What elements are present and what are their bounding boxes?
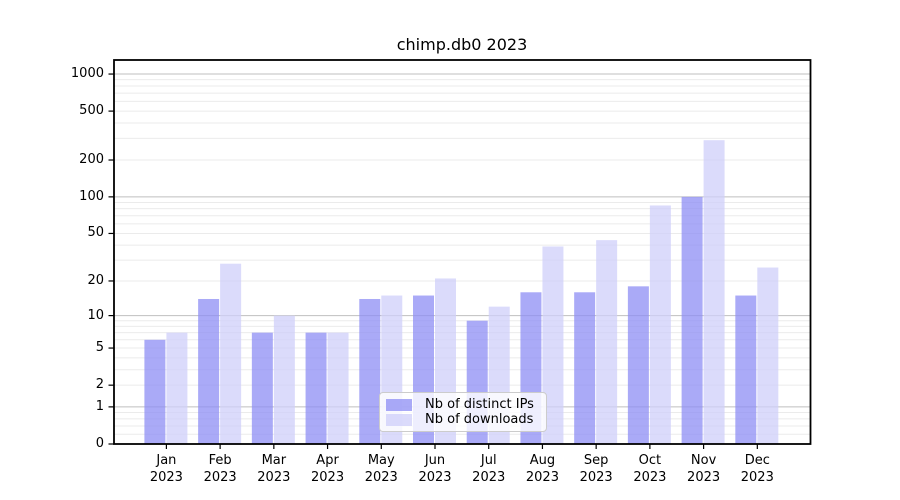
x-tick-label: Jan 2023	[136, 452, 196, 486]
x-tick-month: Oct	[638, 453, 662, 468]
x-tick-month: Jan	[156, 453, 177, 468]
x-tick-year: 2023	[364, 470, 398, 485]
x-tick-year: 2023	[525, 470, 559, 485]
bar-downloads	[703, 140, 725, 444]
x-tick-month: Aug	[529, 453, 556, 468]
x-tick-year: 2023	[257, 470, 291, 485]
legend-label-distinct-ips: Nb of distinct IPs	[425, 397, 534, 413]
legend-item-downloads: Nb of downloads	[386, 411, 540, 428]
x-tick-month: May	[367, 453, 395, 468]
bar-downloads	[273, 315, 295, 444]
x-tick-month: Dec	[744, 453, 770, 468]
x-tick-month: Jun	[424, 453, 446, 468]
bar-downloads	[220, 263, 242, 444]
x-tick-label: Oct 2023	[620, 452, 680, 486]
bar-distinct-ips	[359, 298, 381, 444]
x-tick-year: 2023	[579, 470, 613, 485]
chart-title: chimp.db0 2023	[396, 35, 528, 54]
bar-distinct-ips	[735, 295, 757, 444]
x-tick-year: 2023	[149, 470, 183, 485]
legend-item-distinct-ips: Nb of distinct IPs	[386, 398, 540, 413]
x-tick-label: Dec 2023	[727, 452, 787, 486]
x-tick-year: 2023	[633, 470, 667, 485]
x-tick-label: Mar 2023	[244, 452, 304, 486]
y-tick-label: 0	[95, 436, 104, 451]
y-tick-label: 50	[87, 225, 104, 241]
x-tick-label: Jul 2023	[459, 452, 519, 486]
y-tick-label: 20	[87, 272, 104, 288]
x-tick-year: 2023	[687, 470, 721, 485]
bar-distinct-ips	[198, 298, 220, 444]
y-tick-label: 100	[79, 188, 104, 204]
x-tick-label: Aug 2023	[512, 452, 572, 486]
y-tick-label: 1000	[70, 66, 104, 82]
x-tick-month: Jul	[480, 453, 497, 468]
legend: Nb of distinct IPs Nb of downloads	[379, 392, 547, 432]
bar-distinct-ips	[144, 339, 166, 444]
bar-distinct-ips	[305, 332, 327, 444]
y-tick-label: 200	[79, 152, 104, 168]
y-tick-label: 500	[79, 103, 104, 119]
bar-downloads	[327, 332, 349, 444]
x-tick-year: 2023	[418, 470, 452, 485]
bar-distinct-ips	[681, 196, 703, 444]
bar-downloads	[757, 267, 779, 444]
x-tick-year: 2023	[740, 470, 774, 485]
x-tick-month: Apr	[316, 453, 339, 468]
x-tick-year: 2023	[311, 470, 345, 485]
y-tick-label: 5	[95, 340, 104, 356]
x-tick-month: Mar	[261, 453, 287, 468]
bar-downloads	[166, 332, 188, 444]
x-tick-month: Nov	[690, 453, 717, 468]
x-tick-year: 2023	[472, 470, 506, 485]
x-tick-label: May 2023	[351, 452, 411, 486]
y-tick-label: 10	[87, 307, 104, 323]
legend-swatch-downloads	[386, 413, 412, 426]
y-tick-label: 2	[95, 377, 104, 393]
y-tick-label: 1	[95, 398, 104, 414]
legend-swatch-distinct-ips	[386, 399, 412, 412]
x-tick-year: 2023	[203, 470, 237, 485]
bar-downloads	[649, 205, 671, 444]
plot-border	[113, 59, 812, 445]
x-tick-month: Feb	[208, 453, 232, 468]
bar-distinct-ips	[574, 292, 596, 444]
bar-downloads	[596, 240, 618, 444]
bar-distinct-ips	[251, 332, 273, 444]
bar-downloads	[542, 246, 564, 444]
x-tick-label: Apr 2023	[298, 452, 358, 486]
bar-distinct-ips	[627, 286, 649, 444]
x-tick-label: Sep 2023	[566, 452, 626, 486]
x-tick-label: Feb 2023	[190, 452, 250, 486]
x-tick-label: Jun 2023	[405, 452, 465, 486]
x-tick-label: Nov 2023	[674, 452, 734, 486]
legend-label-downloads: Nb of downloads	[425, 411, 534, 427]
x-tick-month: Sep	[583, 453, 609, 468]
